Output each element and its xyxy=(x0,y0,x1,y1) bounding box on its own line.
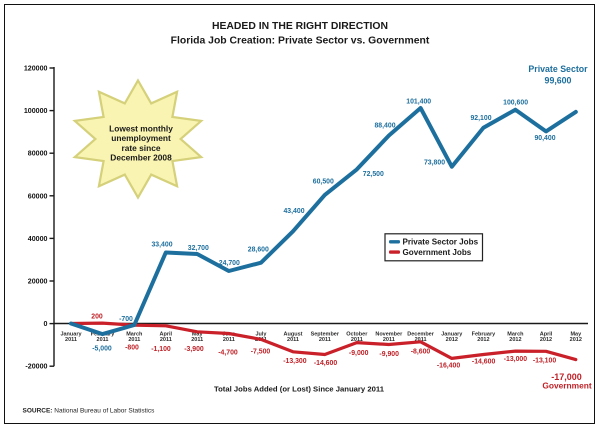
svg-text:100000: 100000 xyxy=(24,107,48,115)
svg-text:-4,700: -4,700 xyxy=(218,349,238,356)
svg-text:101,400: 101,400 xyxy=(406,99,431,106)
svg-text:20000: 20000 xyxy=(28,278,48,286)
svg-text:92,100: 92,100 xyxy=(470,115,491,122)
svg-text:-8,600: -8,600 xyxy=(411,348,431,355)
svg-text:HEADED IN THE RIGHT DIRECTION: HEADED IN THE RIGHT DIRECTION xyxy=(212,21,388,32)
svg-text:SOURCE: National Bureau of Lab: SOURCE: National Bureau of Labor Statist… xyxy=(23,407,156,414)
svg-text:-9,900: -9,900 xyxy=(379,351,399,358)
svg-text:80000: 80000 xyxy=(28,150,48,158)
svg-text:-13,300: -13,300 xyxy=(283,358,307,365)
svg-text:32,700: 32,700 xyxy=(188,245,209,252)
svg-text:72,500: 72,500 xyxy=(363,171,384,178)
svg-text:33,400: 33,400 xyxy=(151,241,172,248)
svg-text:Total Jobs Added (or Lost) Sin: Total Jobs Added (or Lost) Since January… xyxy=(214,384,385,393)
svg-text:0: 0 xyxy=(44,320,48,328)
svg-text:-7,500: -7,500 xyxy=(251,348,271,355)
svg-text:24,700: 24,700 xyxy=(219,260,240,267)
svg-text:60,500: 60,500 xyxy=(313,179,334,186)
svg-text:100,600: 100,600 xyxy=(503,99,528,106)
svg-text:-700: -700 xyxy=(119,316,133,323)
svg-text:40000: 40000 xyxy=(28,235,48,243)
svg-text:-1,100: -1,100 xyxy=(151,346,171,353)
svg-text:-20000: -20000 xyxy=(25,363,47,371)
svg-text:-13,000: -13,000 xyxy=(504,356,528,363)
svg-text:88,400: 88,400 xyxy=(374,123,395,130)
svg-text:Private Sector Jobs: Private Sector Jobs xyxy=(403,238,479,247)
svg-text:Government: Government xyxy=(542,381,592,391)
svg-text:120000: 120000 xyxy=(24,65,48,73)
svg-text:73,800: 73,800 xyxy=(424,160,445,167)
svg-text:90,400: 90,400 xyxy=(534,135,555,142)
svg-text:Government Jobs: Government Jobs xyxy=(403,248,472,257)
svg-text:43,400: 43,400 xyxy=(283,208,304,215)
svg-text:-17,000: -17,000 xyxy=(551,372,582,382)
svg-text:-9,000: -9,000 xyxy=(349,350,369,357)
svg-text:60000: 60000 xyxy=(28,192,48,200)
svg-text:28,600: 28,600 xyxy=(248,247,269,254)
svg-text:-13,100: -13,100 xyxy=(533,357,557,364)
svg-text:Florida Job Creation: Private: Florida Job Creation: Private Sector vs.… xyxy=(171,36,430,47)
svg-text:-14,600: -14,600 xyxy=(472,358,496,365)
svg-text:-800: -800 xyxy=(125,344,139,351)
svg-text:-5,000: -5,000 xyxy=(92,345,112,352)
svg-text:200: 200 xyxy=(91,313,103,320)
svg-text:-16,400: -16,400 xyxy=(437,362,461,369)
svg-text:-14,600: -14,600 xyxy=(314,360,338,367)
svg-text:-3,900: -3,900 xyxy=(184,346,204,353)
